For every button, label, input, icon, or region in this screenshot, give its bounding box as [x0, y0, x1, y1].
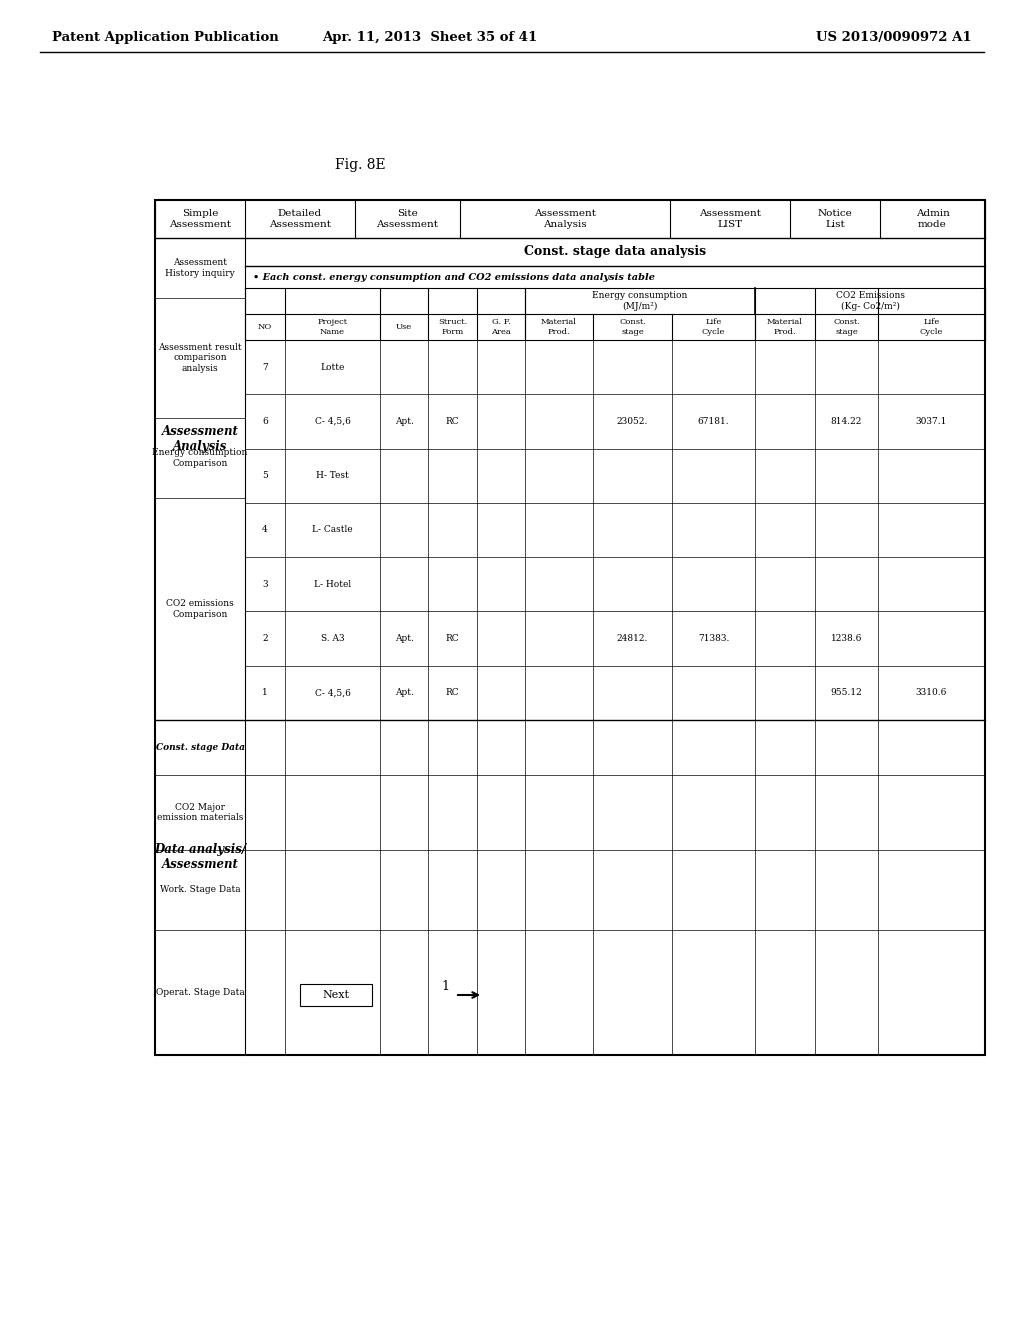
Text: 24812.: 24812.	[616, 634, 648, 643]
Text: Site
Assessment: Site Assessment	[377, 210, 438, 228]
Text: • Each const. energy consumption and CO2 emissions data analysis table: • Each const. energy consumption and CO2…	[253, 272, 655, 281]
Text: RC: RC	[445, 417, 460, 426]
Text: Apr. 11, 2013  Sheet 35 of 41: Apr. 11, 2013 Sheet 35 of 41	[323, 30, 538, 44]
Bar	[300, 983, 372, 1006]
Text: Detailed
Assessment: Detailed Assessment	[269, 210, 331, 228]
Text: RC: RC	[445, 634, 460, 643]
Text: 2: 2	[262, 634, 268, 643]
Text: Apt.: Apt.	[394, 634, 414, 643]
Text: Data analysis/
Assessment: Data analysis/ Assessment	[154, 843, 246, 871]
Text: Project
Name: Project Name	[317, 318, 347, 335]
Text: Simple
Assessment: Simple Assessment	[169, 210, 231, 228]
Text: Material
Prod.: Material Prod.	[541, 318, 577, 335]
Text: S. A3: S. A3	[321, 634, 344, 643]
Text: Energy consumption
Comparison: Energy consumption Comparison	[153, 449, 248, 467]
Text: Patent Application Publication: Patent Application Publication	[52, 30, 279, 44]
Text: 814.22: 814.22	[830, 417, 862, 426]
Text: Assessment result
comparison
analysis: Assessment result comparison analysis	[158, 343, 242, 372]
Text: Use: Use	[396, 323, 412, 331]
Bar	[155, 201, 985, 1055]
Text: 4: 4	[262, 525, 268, 535]
Text: Const.
stage: Const. stage	[833, 318, 860, 335]
Text: 1238.6: 1238.6	[830, 634, 862, 643]
Text: G. F.
Area: G. F. Area	[492, 318, 511, 335]
Text: Fig. 8E: Fig. 8E	[335, 158, 386, 172]
Text: Apt.: Apt.	[394, 688, 414, 697]
Text: Operat. Stage Data: Operat. Stage Data	[156, 987, 245, 997]
Text: 7: 7	[262, 363, 268, 372]
Text: 23052.: 23052.	[616, 417, 648, 426]
Text: 67181.: 67181.	[697, 417, 729, 426]
Text: RC: RC	[445, 688, 460, 697]
Text: CO2 Emissions
(Kg- Co2/m²): CO2 Emissions (Kg- Co2/m²)	[836, 292, 904, 310]
Text: Const. stage data analysis: Const. stage data analysis	[524, 246, 707, 259]
Text: Assessment
Analysis: Assessment Analysis	[162, 425, 239, 453]
Text: CO2 Major
emission materials: CO2 Major emission materials	[157, 803, 243, 822]
Text: Life
Cycle: Life Cycle	[920, 318, 943, 335]
Text: Notice
List: Notice List	[817, 210, 852, 228]
Text: Admin
mode: Admin mode	[915, 210, 949, 228]
Text: C- 4,5,6: C- 4,5,6	[314, 417, 350, 426]
Text: 955.12: 955.12	[830, 688, 862, 697]
Text: 5: 5	[262, 471, 268, 480]
Text: 71383.: 71383.	[697, 634, 729, 643]
Text: Energy consumption
(MJ/m²): Energy consumption (MJ/m²)	[592, 292, 688, 310]
Text: 3037.1: 3037.1	[915, 417, 947, 426]
Text: Lotte: Lotte	[321, 363, 345, 372]
Text: Const. stage Data: Const. stage Data	[156, 743, 245, 752]
Text: Assessment
LIST: Assessment LIST	[699, 210, 761, 228]
Text: L- Castle: L- Castle	[312, 525, 353, 535]
Text: Material
Prod.: Material Prod.	[767, 318, 803, 335]
Text: Apt.: Apt.	[394, 417, 414, 426]
Text: Work. Stage Data: Work. Stage Data	[160, 886, 241, 895]
Text: US 2013/0090972 A1: US 2013/0090972 A1	[816, 30, 972, 44]
Text: 1: 1	[441, 981, 449, 994]
Text: NO: NO	[258, 323, 272, 331]
Text: CO2 emissions
Comparison: CO2 emissions Comparison	[166, 599, 233, 619]
Text: Assessment
History inquiry: Assessment History inquiry	[165, 259, 234, 277]
Text: Struct.
Form: Struct. Form	[438, 318, 467, 335]
Text: Const.
stage: Const. stage	[618, 318, 646, 335]
Text: 6: 6	[262, 417, 268, 426]
Text: Assessment
Analysis: Assessment Analysis	[534, 210, 596, 228]
Text: Next: Next	[323, 990, 349, 1001]
Text: 3: 3	[262, 579, 268, 589]
Text: 3310.6: 3310.6	[915, 688, 947, 697]
Text: C- 4,5,6: C- 4,5,6	[314, 688, 350, 697]
Text: Life
Cycle: Life Cycle	[701, 318, 725, 335]
Text: L- Hotel: L- Hotel	[314, 579, 351, 589]
Text: 1: 1	[262, 688, 268, 697]
Text: H- Test: H- Test	[316, 471, 349, 480]
